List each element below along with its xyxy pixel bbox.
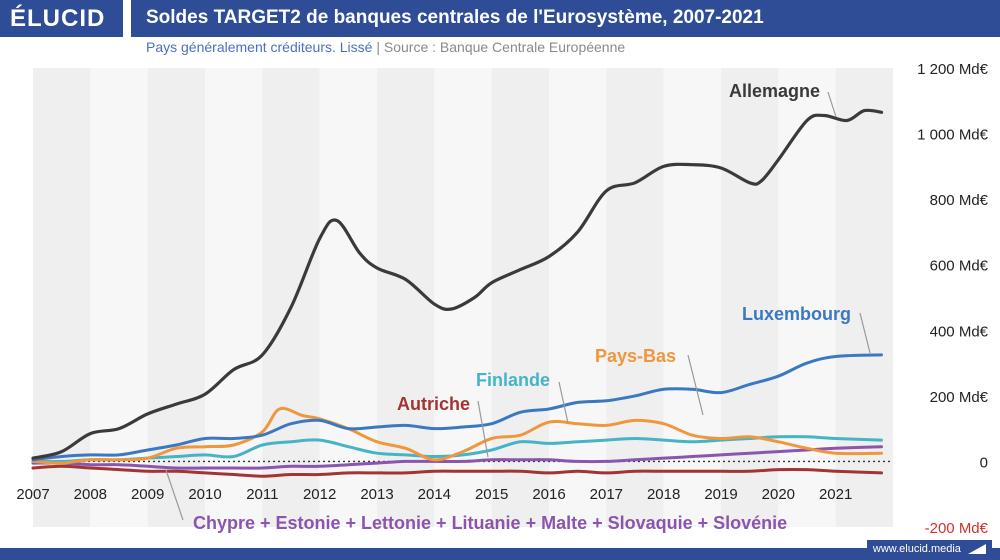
source-text: Source : Banque Centrale Européenne	[383, 39, 626, 55]
label-leaders	[165, 91, 871, 521]
logo-divider	[123, 0, 131, 37]
year-band-2012	[319, 68, 377, 527]
year-bands	[33, 68, 893, 527]
y-tick-label: 1 200 Md€	[917, 61, 989, 78]
footer-url[interactable]: www.elucid.media	[872, 543, 961, 555]
series-label-allemagne: Allemagne	[729, 81, 820, 101]
series-label-finlande: Finlande	[476, 370, 550, 390]
year-band-2021	[835, 68, 893, 527]
year-band-2010	[205, 68, 263, 527]
chart-subtitle: Pays généralement créditeurs. Lissé | So…	[146, 39, 625, 55]
x-tick-label: 2015	[475, 486, 508, 503]
x-tick-label: 2018	[647, 486, 680, 503]
footer-badge: www.elucid.media	[866, 540, 992, 558]
series-line-2	[31, 406, 883, 465]
y-tick-label: -200 Md€	[925, 520, 989, 537]
line-chart: 1 200 Md€ 1 000 Md€ 800 Md€ 600 Md€ 400 Md€ 2…	[16, 61, 989, 537]
brand-logo: ÉLUCID	[10, 5, 106, 32]
year-band-2009	[147, 68, 205, 527]
x-tick-label: 2009	[131, 486, 164, 503]
x-tick-label: 2017	[590, 486, 623, 503]
series-line-4	[31, 464, 883, 478]
x-tick-label: 2012	[303, 486, 336, 503]
elucid-mark-icon	[968, 544, 986, 555]
x-tick-label: 2014	[418, 486, 451, 503]
footer-bar	[0, 548, 1000, 560]
series-line-5	[31, 445, 883, 470]
series-label-luxembourg: Luxembourg	[742, 304, 851, 324]
year-band-2016	[549, 68, 607, 527]
year-band-2018	[663, 68, 721, 527]
x-tick-label: 2020	[762, 486, 795, 503]
leader-line-2	[687, 354, 704, 416]
y-tick-label: 200 Md€	[930, 389, 989, 406]
series-line-0	[31, 108, 884, 460]
header-bar: ÉLUCID Soldes TARGET2 de banques central…	[0, 0, 1000, 37]
series-lines	[31, 108, 884, 478]
year-band-2017	[606, 68, 664, 527]
x-tick-label: 2021	[819, 486, 852, 503]
leader-line-3	[558, 381, 569, 424]
year-band-2019	[721, 68, 779, 527]
series-label-autriche: Autriche	[397, 394, 470, 414]
x-tick-label: 2010	[188, 486, 221, 503]
y-tick-label: 800 Md€	[930, 192, 989, 209]
year-band-2011	[262, 68, 320, 527]
x-tick-label: 2016	[532, 486, 565, 503]
series-labels: Allemagne Luxembourg Pays-Bas Finlande Autri…	[193, 81, 851, 533]
year-band-2015	[491, 68, 549, 527]
leader-line-4	[477, 400, 489, 458]
subtitle-text: Pays généralement créditeurs. Lissé	[146, 39, 373, 55]
leader-line-0	[827, 91, 837, 118]
x-tick-label: 2013	[360, 486, 393, 503]
x-axis-labels: 2007 2008 2009 2010 2011 2012 2013 2014 2015 2016…	[16, 486, 852, 503]
leader-line-5	[165, 469, 184, 521]
y-tick-label: 0	[980, 454, 988, 471]
chart-title: Soldes TARGET2 de banques centrales de l…	[146, 7, 764, 28]
y-tick-label: 400 Md€	[930, 323, 989, 340]
x-tick-label: 2019	[704, 486, 737, 503]
y-tick-label: 600 Md€	[930, 258, 989, 275]
x-tick-label: 2011	[246, 486, 278, 503]
x-tick-label: 2007	[16, 486, 49, 503]
y-tick-label: 1 000 Md€	[917, 127, 989, 144]
subtitle-separator: |	[376, 39, 380, 55]
x-tick-label: 2008	[74, 486, 107, 503]
series-line-1	[31, 353, 883, 462]
leader-line-1	[859, 312, 871, 354]
y-axis-labels: 1 200 Md€ 1 000 Md€ 800 Md€ 600 Md€ 400 Md€ 2…	[917, 61, 989, 537]
series-label-groupe: Chypre + Estonie + Lettonie + Lituanie +…	[193, 513, 787, 533]
series-label-pays-bas: Pays-Bas	[595, 346, 676, 366]
year-band-2020	[778, 68, 836, 527]
